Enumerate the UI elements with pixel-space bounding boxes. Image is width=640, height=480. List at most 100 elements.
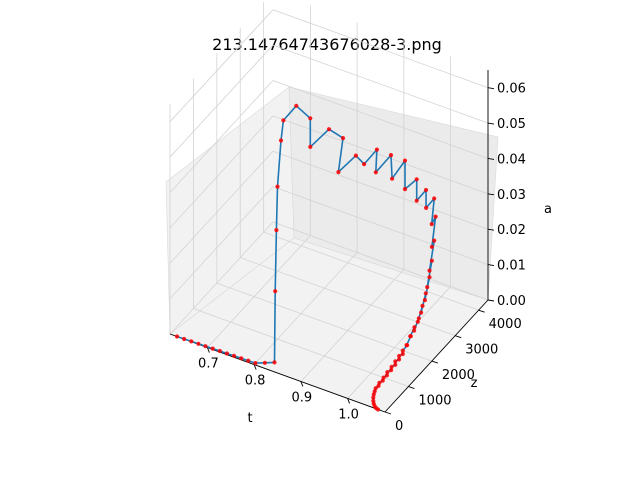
data-point bbox=[308, 144, 313, 149]
data-point bbox=[397, 357, 402, 362]
data-point bbox=[182, 336, 187, 342]
z-axis-label: a bbox=[544, 202, 552, 217]
data-point bbox=[389, 368, 394, 373]
series-markers bbox=[174, 103, 438, 412]
data-point bbox=[402, 187, 408, 192]
x-axis-label: t bbox=[247, 411, 252, 426]
y-tick-label: 0 bbox=[395, 419, 403, 434]
z-tick-label: 0.03 bbox=[497, 188, 526, 203]
data-point bbox=[189, 339, 194, 344]
y-tick-label: 4000 bbox=[489, 317, 522, 332]
data-point bbox=[340, 136, 346, 141]
data-point bbox=[422, 298, 427, 303]
grid-line-z-back bbox=[272, 80, 489, 159]
grid-line-x-floor bbox=[253, 252, 358, 365]
grid-line-z-back bbox=[272, 115, 489, 195]
grid-line-z-left bbox=[169, 186, 274, 299]
y-axis-line bbox=[384, 299, 489, 413]
data-point bbox=[224, 351, 229, 356]
grid-line-z-left bbox=[169, 150, 274, 264]
data-point bbox=[384, 373, 389, 378]
data-point bbox=[393, 362, 398, 367]
z-tick-label: 0.04 bbox=[497, 152, 526, 167]
y-tick-mark bbox=[455, 335, 462, 339]
data-point bbox=[393, 359, 398, 364]
data-point bbox=[389, 364, 394, 369]
data-point bbox=[281, 118, 286, 123]
data-point bbox=[203, 344, 208, 349]
grid-line-z-left bbox=[169, 221, 274, 335]
data-point bbox=[371, 395, 376, 400]
grid-line-z-back bbox=[272, 150, 489, 230]
z-tick-mark bbox=[487, 87, 495, 90]
data-point bbox=[374, 147, 379, 152]
data-point bbox=[423, 187, 429, 193]
grid-line-x-floor bbox=[300, 269, 405, 382]
data-point bbox=[420, 303, 425, 308]
data-point bbox=[308, 116, 313, 121]
grid-line-y-floor bbox=[193, 308, 409, 387]
grid-line-z-back bbox=[272, 186, 489, 265]
data-point bbox=[419, 310, 424, 315]
grid-line-y-floor bbox=[263, 231, 479, 311]
data-point bbox=[326, 127, 332, 132]
x-tick-label: 0.8 bbox=[245, 374, 266, 389]
grid-line-z-left bbox=[169, 115, 274, 229]
data-point bbox=[400, 348, 405, 353]
y-tick-mark bbox=[478, 309, 485, 313]
grid-line-z-back bbox=[272, 44, 489, 124]
data-point bbox=[253, 361, 258, 366]
data-point bbox=[408, 334, 413, 339]
data-point bbox=[196, 341, 201, 346]
data-point bbox=[273, 289, 278, 294]
data-point bbox=[397, 353, 402, 359]
x-tick-mark bbox=[253, 364, 257, 370]
data-point bbox=[427, 275, 432, 280]
plot-area bbox=[174, 103, 438, 412]
z-tick-label: 0.02 bbox=[497, 223, 526, 238]
x-tick-label: 0.7 bbox=[198, 357, 219, 372]
data-point bbox=[414, 177, 419, 182]
data-point bbox=[414, 198, 419, 203]
data-point bbox=[246, 358, 251, 363]
data-point bbox=[217, 348, 222, 354]
data-point bbox=[412, 325, 417, 330]
data-point bbox=[432, 196, 437, 201]
data-point bbox=[388, 153, 394, 158]
data-point bbox=[239, 356, 244, 361]
grid-line-z-back bbox=[272, 221, 489, 301]
data-point bbox=[375, 407, 381, 412]
y-tick-label: 3000 bbox=[465, 343, 498, 358]
y-tick-mark bbox=[431, 360, 438, 364]
data-point bbox=[272, 360, 277, 365]
z-tick-label: 0.06 bbox=[497, 82, 526, 97]
x-tick-label: 1.0 bbox=[338, 407, 359, 422]
data-point bbox=[400, 351, 405, 357]
grid-line-z-left bbox=[169, 80, 274, 193]
data-point bbox=[373, 170, 378, 175]
data-point bbox=[423, 291, 428, 296]
y-tick-mark bbox=[408, 386, 415, 389]
data-point bbox=[274, 228, 279, 233]
x-tick-label: 0.9 bbox=[292, 390, 313, 405]
data-point bbox=[390, 176, 395, 181]
z-tick-mark bbox=[487, 158, 495, 160]
data-point bbox=[294, 103, 299, 108]
data-point bbox=[376, 383, 381, 388]
data-point bbox=[371, 392, 376, 397]
data-point bbox=[275, 184, 280, 189]
grid-line-z-left bbox=[169, 44, 274, 158]
y-tick-label: 2000 bbox=[442, 368, 475, 383]
data-point bbox=[278, 138, 284, 143]
data-point bbox=[174, 334, 180, 339]
data-point bbox=[262, 360, 267, 365]
data-point bbox=[429, 222, 434, 227]
data-point bbox=[385, 370, 390, 375]
data-point bbox=[427, 268, 432, 273]
x-tick-mark bbox=[347, 398, 351, 404]
data-point bbox=[429, 258, 434, 263]
data-point bbox=[415, 319, 420, 324]
grid-line-x-floor bbox=[347, 286, 451, 399]
data-point bbox=[429, 244, 434, 249]
